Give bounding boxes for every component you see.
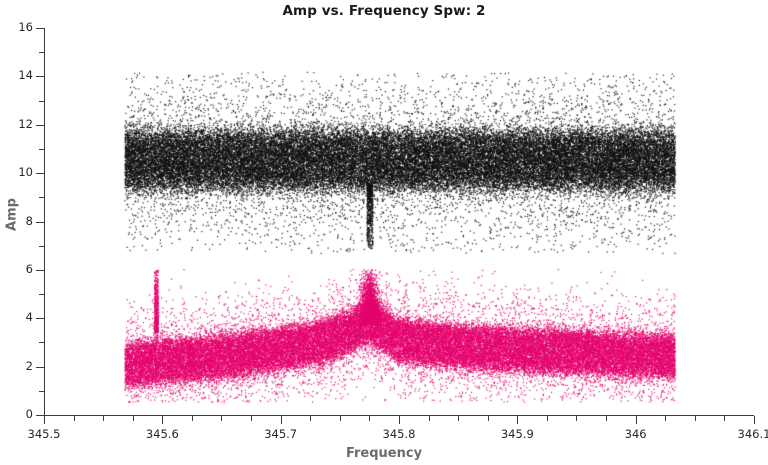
y-tick-minor: [39, 197, 44, 198]
y-tick-major: [36, 28, 44, 29]
x-tick-major: [44, 416, 45, 424]
x-tick-major: [754, 416, 755, 424]
x-tick-minor: [74, 416, 75, 421]
x-tick-major: [281, 416, 282, 424]
y-tick-major: [36, 318, 44, 319]
y-tick-label: 8: [25, 213, 33, 228]
y-tick-label: 16: [18, 20, 33, 34]
y-tick-minor: [39, 391, 44, 392]
x-tick-minor: [340, 416, 341, 421]
x-tick-minor: [221, 416, 222, 421]
x-tick-major: [162, 416, 163, 424]
y-tick-minor: [39, 342, 44, 343]
y-tick-label: 2: [25, 358, 33, 373]
y-tick-label: 14: [18, 68, 33, 83]
x-tick-minor: [724, 416, 725, 421]
x-tick-minor: [429, 416, 430, 421]
x-tick-label: 345.9: [500, 427, 534, 441]
x-tick-minor: [665, 416, 666, 421]
x-tick-minor: [606, 416, 607, 421]
y-tick-minor: [39, 101, 44, 102]
y-tick-minor: [39, 246, 44, 247]
x-tick-major: [399, 416, 400, 424]
x-tick-label: 345.6: [145, 427, 179, 441]
x-tick-label: 345.5: [27, 427, 61, 441]
y-tick-label: 4: [25, 310, 33, 325]
x-tick-minor: [695, 416, 696, 421]
x-axis-line: [44, 415, 754, 416]
y-tick-major: [36, 173, 44, 174]
y-axis-line: [44, 28, 45, 416]
y-tick-major: [36, 222, 44, 223]
y-tick-label: 10: [18, 165, 33, 180]
y-tick-major: [36, 270, 44, 271]
x-tick-label: 345.8: [382, 427, 416, 441]
y-tick-major: [36, 125, 44, 126]
x-tick-minor: [369, 416, 370, 421]
x-tick-minor: [547, 416, 548, 421]
x-tick-minor: [458, 416, 459, 421]
x-tick-minor: [310, 416, 311, 421]
y-tick-major: [36, 76, 44, 77]
y-tick-minor: [39, 52, 44, 53]
x-tick-major: [517, 416, 518, 424]
x-tick-minor: [251, 416, 252, 421]
y-tick-minor: [39, 294, 44, 295]
x-tick-minor: [103, 416, 104, 421]
x-tick-minor: [192, 416, 193, 421]
x-tick-minor: [133, 416, 134, 421]
y-tick-label: 6: [25, 261, 33, 276]
y-tick-minor: [39, 149, 44, 150]
x-tick-minor: [488, 416, 489, 421]
y-tick-label: 12: [18, 116, 33, 131]
y-tick-major: [36, 367, 44, 368]
y-axis-label: Amp: [4, 198, 20, 231]
y-tick-label: 0: [25, 407, 33, 421]
x-tick-minor: [576, 416, 577, 421]
x-tick-label: 346: [624, 427, 647, 441]
x-axis-label: Frequency: [345, 446, 423, 461]
y-tick-major: [36, 415, 44, 416]
x-tick-label: 346.1: [737, 427, 768, 441]
x-tick-major: [636, 416, 637, 424]
x-tick-label: 345.7: [264, 427, 298, 441]
